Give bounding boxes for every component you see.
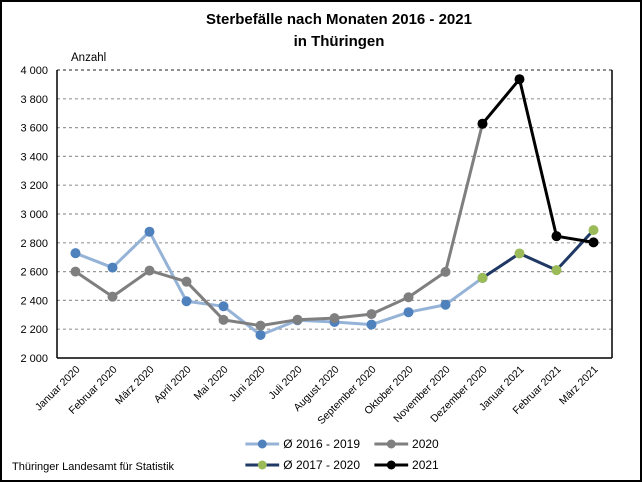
legend-label: Ø 2016 - 2019 — [283, 437, 361, 451]
legend-swatch-black-line-icon — [374, 460, 409, 470]
svg-text:3 400: 3 400 — [20, 151, 48, 163]
source-note: Thüringer Landesamt für Statistik — [12, 461, 175, 473]
legend-item-avg-2016-2019: Ø 2016 - 2019 — [245, 437, 360, 451]
legend-item-2020: 2020 — [374, 437, 439, 451]
chart-subtitle: in Thüringen — [293, 33, 385, 50]
svg-text:März 2020: März 2020 — [113, 364, 157, 408]
svg-text:April 2020: April 2020 — [152, 364, 194, 406]
legend-item-avg-2017-2020: Ø 2017 - 2020 — [245, 458, 360, 472]
svg-text:3 600: 3 600 — [20, 123, 48, 135]
svg-text:2 600: 2 600 — [20, 267, 48, 279]
legend-label: 2021 — [412, 458, 439, 472]
legend: Ø 2016 - 2019 2020 Ø 2017 - 2020 2021 — [245, 437, 439, 472]
legend-swatch-gray-line-icon — [374, 439, 409, 449]
svg-text:3 000: 3 000 — [20, 209, 48, 221]
svg-text:2 800: 2 800 — [20, 238, 48, 250]
svg-text:2 000: 2 000 — [20, 353, 48, 365]
svg-text:März 2021: März 2021 — [557, 364, 601, 408]
svg-text:Mai 2020: Mai 2020 — [192, 364, 231, 403]
svg-text:2 200: 2 200 — [20, 324, 48, 336]
chart-title-block: Sterbefälle nach Monaten 2016 - 2021 in … — [2, 9, 640, 53]
chart-title: Sterbefälle nach Monaten 2016 - 2021 — [206, 11, 472, 28]
svg-text:Juni 2020: Juni 2020 — [227, 364, 268, 405]
svg-text:3 200: 3 200 — [20, 180, 48, 192]
svg-text:4 000: 4 000 — [20, 65, 48, 77]
legend-swatch-blue-line-icon — [245, 439, 280, 449]
svg-text:Juli 2020: Juli 2020 — [266, 364, 304, 402]
legend-label: Ø 2017 - 2020 — [283, 458, 361, 472]
y-axis-label: Anzahl — [71, 52, 107, 64]
legend-swatch-green-line-icon — [245, 460, 280, 470]
legend-label: 2020 — [412, 437, 439, 451]
svg-text:2 400: 2 400 — [20, 295, 48, 307]
legend-item-2021: 2021 — [374, 458, 439, 472]
svg-text:3 800: 3 800 — [20, 94, 48, 106]
